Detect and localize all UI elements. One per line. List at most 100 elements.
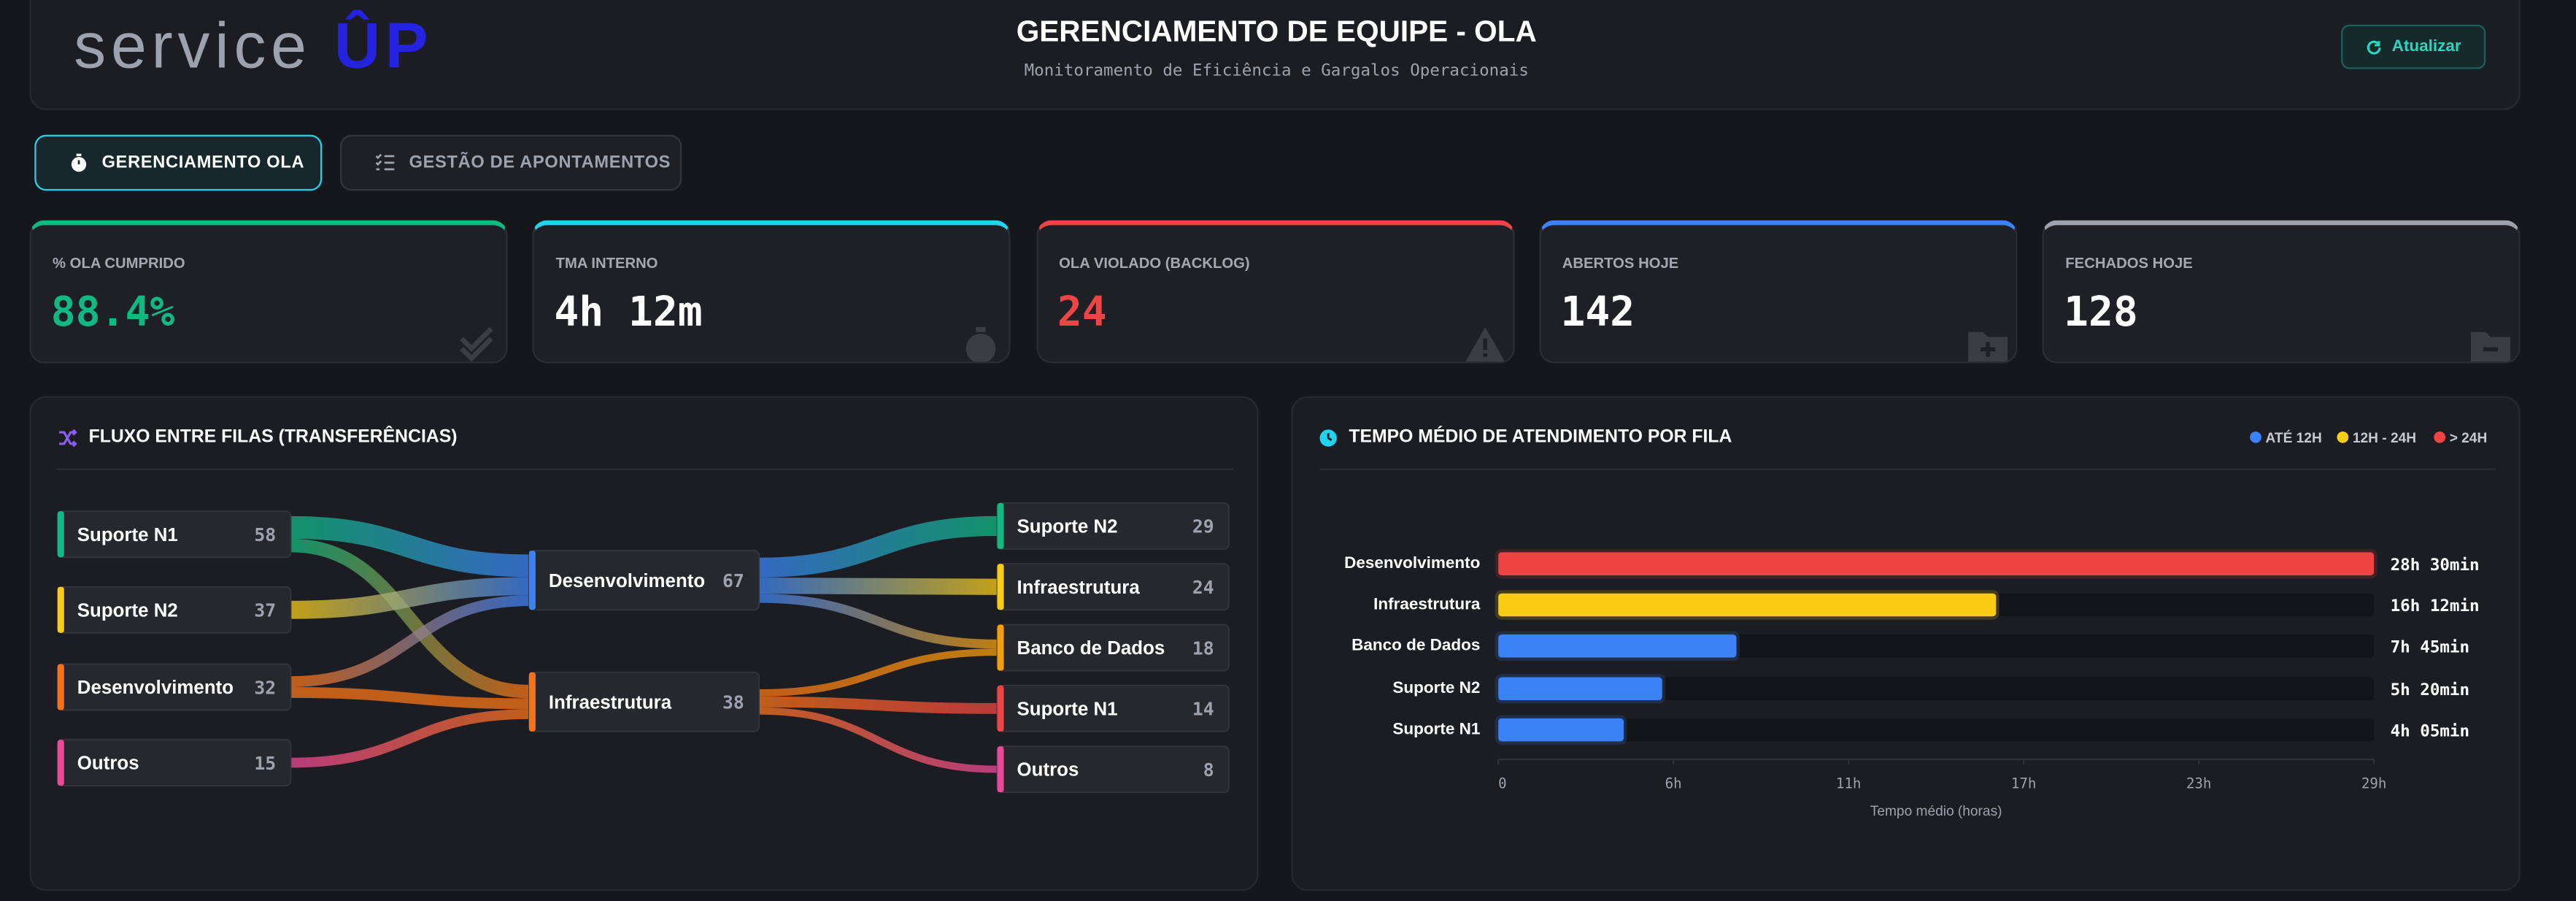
node-label: Outros <box>1017 760 1079 781</box>
node-label: Banco de Dados <box>1017 638 1165 659</box>
flow-link <box>759 648 998 697</box>
node-label: Suporte N1 <box>1017 699 1118 719</box>
kpi-label: OLA VIOLADO (BACKLOG) <box>1059 254 1250 272</box>
flow-link <box>759 707 998 773</box>
tab-label: GESTÃO DE APONTAMENTOS <box>409 153 671 173</box>
tab[interactable]: GERENCIAMENTO OLA <box>34 134 323 191</box>
tab-icon <box>375 153 395 171</box>
logo-accent: ÛP <box>333 11 433 83</box>
divider <box>57 468 1234 470</box>
header: service ÛP GERENCIAMENTO DE EQUIPE - OLA… <box>29 0 2521 110</box>
node-value: 15 <box>254 753 276 774</box>
node-color-bar <box>997 564 1004 610</box>
node-value: 58 <box>254 524 276 545</box>
bar <box>1498 552 2375 575</box>
divider <box>1319 468 2496 470</box>
node-value: 37 <box>254 599 276 621</box>
flow-link <box>759 515 998 578</box>
value-label: 16h 12min <box>2391 597 2480 616</box>
panel-title: FLUXO ENTRE FILAS (TRANSFERÊNCIAS) <box>58 427 457 447</box>
node-color-bar <box>528 672 536 732</box>
kpi-card: OLA VIOLADO (BACKLOG) 24 <box>1036 220 1514 364</box>
node-value: 24 <box>1192 577 1214 598</box>
x-tick-label: 17h <box>2011 775 2037 791</box>
kpi-card: % OLA CUMPRIDO 88.4% <box>29 220 508 364</box>
tab[interactable]: GESTÃO DE APONTAMENTOS <box>340 134 682 191</box>
node-color-bar <box>57 511 64 558</box>
flow-link <box>290 709 529 768</box>
flow-link <box>290 595 529 688</box>
logo-main: service <box>74 11 312 83</box>
node-color-bar <box>528 551 536 610</box>
category-label: Suporte N2 <box>1392 678 1480 697</box>
value-label: 4h 05min <box>2391 721 2469 740</box>
kpi-value: 24 <box>1057 287 1107 336</box>
node-color-bar <box>57 740 64 786</box>
kpi-label: ABERTOS HOJE <box>1562 254 1679 272</box>
tab-icon <box>71 153 87 172</box>
legend-label: ATÉ 12H <box>2266 430 2322 446</box>
kpi-icon <box>460 326 493 362</box>
kpi-value: 4h 12m <box>554 287 703 336</box>
page-title: GERENCIAMENTO DE EQUIPE - OLA <box>1016 15 1537 48</box>
x-tick-label: 6h <box>1665 775 1682 791</box>
bar-track <box>1498 677 2375 701</box>
kpi-card: ABERTOS HOJE 142 <box>1539 220 2018 364</box>
flow-link <box>759 696 998 714</box>
flow-link <box>290 577 529 619</box>
kpi-card: TMA INTERNO 4h 12m <box>533 220 1011 364</box>
legend-dot <box>2337 431 2349 443</box>
node-value: 38 <box>722 692 744 713</box>
x-tick-label: 0 <box>1498 775 1507 791</box>
tab-label: GERENCIAMENTO OLA <box>101 153 305 173</box>
panel-title: TEMPO MÉDIO DE ATENDIMENTO POR FILA <box>1319 427 1732 447</box>
node-color-bar <box>57 664 64 710</box>
node-value: 8 <box>1203 759 1214 781</box>
kpi-icon <box>1465 327 1505 362</box>
kpi-value: 88.4% <box>50 287 175 336</box>
node-label: Infraestrutura <box>549 692 672 713</box>
node-label: Infraestrutura <box>1017 578 1141 598</box>
links <box>290 515 998 773</box>
legend-dot <box>2434 431 2446 443</box>
page-subtitle: Monitoramento de Eficiência e Gargalos O… <box>1024 62 1529 81</box>
category-label: Suporte N1 <box>1392 720 1480 738</box>
kpi-icon <box>2471 331 2511 362</box>
node-label: Desenvolvimento <box>77 678 234 698</box>
clock-icon <box>1319 429 1337 446</box>
kpi-icon <box>966 327 996 362</box>
node-label: Suporte N2 <box>1017 517 1118 537</box>
category-label: Infraestrutura <box>1373 594 1481 613</box>
refresh-label: Atualizar <box>2391 37 2461 56</box>
bar <box>1498 677 1662 701</box>
bar-track <box>1498 718 2375 742</box>
node-color-bar <box>997 502 1004 549</box>
bar <box>1498 718 1624 742</box>
refresh-icon <box>2367 39 2381 54</box>
node-label: Suporte N2 <box>77 600 178 621</box>
x-tick-label: 29h <box>2361 775 2387 791</box>
node-color-bar <box>57 586 64 633</box>
node-label: Outros <box>77 754 139 774</box>
node-value: 14 <box>1192 699 1214 720</box>
refresh-button[interactable]: Atualizar <box>2341 24 2486 69</box>
logo: service ÛP <box>74 12 433 84</box>
legend-label: 12H - 24H <box>2353 431 2416 446</box>
node-color-bar <box>997 624 1004 671</box>
flow-link <box>290 687 529 710</box>
value-label: 28h 30min <box>2391 556 2480 575</box>
panel-title-text: TEMPO MÉDIO DE ATENDIMENTO POR FILA <box>1349 427 1732 448</box>
bar <box>1498 593 1997 617</box>
node-value: 32 <box>254 677 276 698</box>
kpi-card: FECHADOS HOJE 128 <box>2042 220 2521 364</box>
x-tick-label: 11h <box>1836 775 1862 791</box>
node-color-bar <box>997 685 1004 732</box>
flow-link <box>290 515 529 578</box>
kpi-value: 128 <box>2064 287 2138 336</box>
x-tick-label: 23h <box>2186 775 2212 791</box>
kpi-label: FECHADOS HOJE <box>2065 254 2193 272</box>
node-value: 29 <box>1192 516 1214 537</box>
kpi-value: 142 <box>1560 287 1635 336</box>
